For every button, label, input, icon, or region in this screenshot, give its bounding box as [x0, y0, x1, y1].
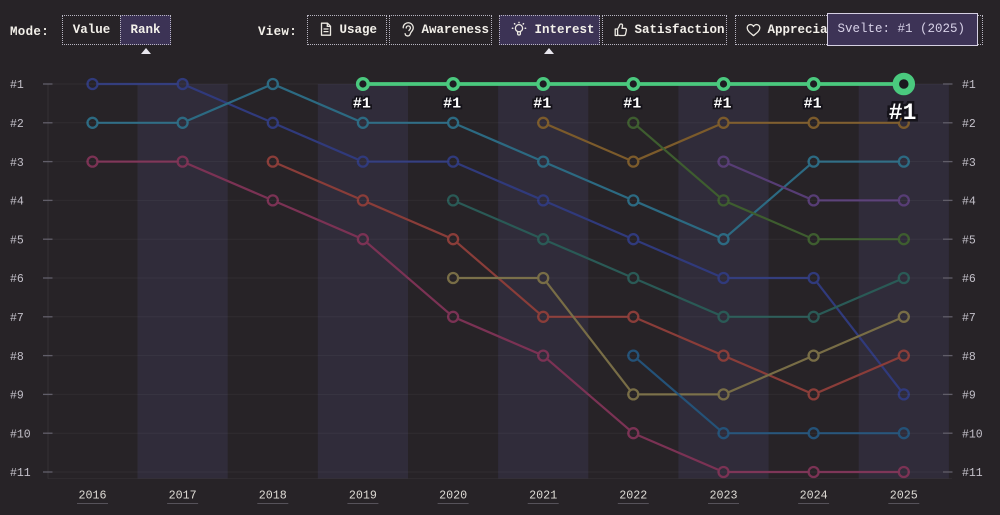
svg-text:2019: 2019 — [349, 489, 377, 503]
svg-text:2018: 2018 — [259, 489, 287, 503]
svg-text:2025: 2025 — [890, 489, 918, 503]
svg-text:2022: 2022 — [619, 489, 647, 503]
svg-text:2020: 2020 — [439, 489, 467, 503]
svg-text:#1: #1 — [962, 79, 976, 92]
svg-text:#1: #1 — [623, 96, 641, 113]
svg-text:#2: #2 — [962, 118, 976, 131]
svg-text:#11: #11 — [10, 467, 31, 480]
svg-text:#1: #1 — [713, 96, 731, 113]
svg-text:#1: #1 — [804, 96, 822, 113]
svg-text:2023: 2023 — [709, 489, 737, 503]
svg-text:2017: 2017 — [169, 489, 197, 503]
svg-text:#5: #5 — [10, 234, 24, 247]
svg-text:#4: #4 — [962, 196, 976, 209]
svg-text:#8: #8 — [962, 351, 976, 364]
svg-text:2024: 2024 — [800, 489, 828, 503]
svg-text:#7: #7 — [962, 312, 976, 325]
svg-text:#6: #6 — [962, 273, 976, 286]
svg-text:#11: #11 — [962, 467, 983, 480]
svg-text:#2: #2 — [10, 118, 24, 131]
svg-text:#1: #1 — [443, 96, 461, 113]
svg-text:#1: #1 — [889, 100, 917, 126]
svg-text:#1: #1 — [353, 96, 371, 113]
svg-text:#5: #5 — [962, 234, 976, 247]
svg-text:#7: #7 — [10, 312, 24, 325]
svg-text:#10: #10 — [10, 428, 31, 441]
svg-text:2016: 2016 — [78, 489, 106, 503]
svg-text:#9: #9 — [10, 390, 24, 403]
svg-text:#1: #1 — [10, 79, 24, 92]
svg-text:#10: #10 — [962, 428, 983, 441]
svg-text:#1: #1 — [533, 96, 551, 113]
svg-text:#4: #4 — [10, 196, 24, 209]
svg-text:#6: #6 — [10, 273, 24, 286]
svg-text:2021: 2021 — [529, 489, 557, 503]
svg-text:#3: #3 — [962, 157, 976, 170]
svg-text:#3: #3 — [10, 157, 24, 170]
svg-text:#9: #9 — [962, 390, 976, 403]
svg-text:#8: #8 — [10, 351, 24, 364]
